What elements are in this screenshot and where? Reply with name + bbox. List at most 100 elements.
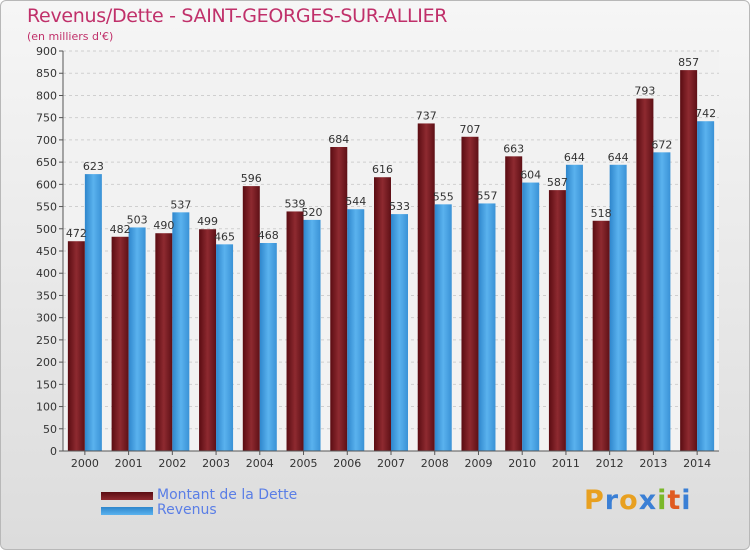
y-tick-label: 300 — [36, 312, 57, 325]
logo-letter: i — [657, 485, 668, 516]
bar-dette-2004 — [242, 186, 260, 451]
x-tick-label: 2012 — [596, 457, 624, 470]
data-label-dette-2013: 793 — [634, 85, 655, 98]
bar-dette-2001 — [111, 236, 129, 451]
y-tick-label: 900 — [36, 45, 57, 58]
x-tick-label: 2000 — [71, 457, 99, 470]
data-label-dette-2012: 518 — [591, 207, 612, 220]
logo-letter: i — [681, 485, 692, 516]
chart-subtitle: (en milliers d'€) — [27, 30, 114, 43]
data-label-revenus-2003: 465 — [214, 230, 235, 243]
data-label-revenus-2010: 604 — [520, 169, 541, 182]
logo-letter: P — [584, 485, 605, 516]
legend-swatch-dette — [101, 492, 153, 500]
data-label-revenus-2005: 520 — [302, 206, 323, 219]
y-tick-label: 550 — [36, 201, 57, 214]
chart-title: Revenus/Dette - SAINT-GEORGES-SUR-ALLIER — [27, 5, 448, 27]
bar-revenus-2008 — [434, 204, 452, 451]
logo-letter: o — [619, 485, 639, 516]
x-tick-label: 2010 — [508, 457, 536, 470]
bar-dette-2003 — [199, 229, 217, 451]
data-label-dette-2003: 499 — [197, 215, 218, 228]
y-tick-label: 500 — [36, 223, 57, 236]
y-tick-label: 200 — [36, 356, 57, 369]
bar-revenus-2007 — [391, 214, 408, 451]
bar-revenus-2006 — [347, 209, 365, 451]
bar-dette-2012 — [592, 220, 610, 451]
y-tick-label: 0 — [50, 445, 57, 458]
y-tick-label: 150 — [36, 378, 57, 391]
bar-dette-2006 — [330, 147, 348, 451]
data-label-revenus-2001: 503 — [127, 213, 148, 226]
y-tick-label: 850 — [36, 67, 57, 80]
x-tick-label: 2006 — [333, 457, 361, 470]
data-label-dette-2008: 737 — [416, 109, 437, 122]
bar-dette-2010 — [505, 156, 523, 452]
data-label-revenus-2014: 742 — [695, 107, 716, 120]
x-tick-label: 2008 — [421, 457, 449, 470]
bar-dette-2013 — [636, 98, 654, 452]
data-label-dette-2010: 663 — [503, 142, 524, 155]
data-label-revenus-2002: 537 — [170, 198, 191, 211]
data-label-dette-2005: 539 — [285, 197, 306, 210]
x-tick-label: 2005 — [290, 457, 318, 470]
bar-revenus-2011 — [565, 164, 583, 451]
y-tick-label: 450 — [36, 245, 57, 258]
data-label-revenus-2008: 555 — [433, 190, 454, 203]
data-label-dette-2001: 482 — [110, 223, 131, 236]
x-tick-label: 2014 — [683, 457, 711, 470]
data-label-dette-2007: 616 — [372, 163, 393, 176]
y-tick-label: 250 — [36, 334, 57, 347]
bar-revenus-2003 — [216, 244, 234, 451]
bar-dette-2002 — [155, 233, 173, 451]
y-tick-label: 650 — [36, 156, 57, 169]
x-tick-label: 2003 — [202, 457, 230, 470]
bar-dette-2011 — [548, 190, 566, 451]
x-tick-label: 2002 — [158, 457, 186, 470]
bar-revenus-2001 — [128, 227, 146, 451]
y-tick-label: 50 — [43, 423, 57, 436]
legend-label-dette: Montant de la Dette — [157, 487, 298, 503]
bar-dette-2005 — [286, 211, 304, 451]
bar-revenus-2013 — [653, 152, 671, 452]
bar-dette-2014 — [680, 70, 698, 451]
y-tick-label: 350 — [36, 289, 57, 302]
bar-dette-2000 — [67, 241, 85, 451]
data-label-revenus-2012: 644 — [608, 151, 629, 164]
x-tick-label: 2013 — [639, 457, 667, 470]
data-label-dette-2011: 587 — [547, 176, 568, 189]
logo-letter: x — [638, 485, 658, 516]
data-label-dette-2000: 472 — [66, 227, 87, 240]
y-tick-label: 100 — [36, 401, 57, 414]
x-tick-label: 2001 — [115, 457, 143, 470]
y-tick-label: 700 — [36, 134, 57, 147]
bar-revenus-2014 — [697, 121, 715, 451]
data-label-revenus-2013: 672 — [651, 138, 672, 151]
legend-label-revenus: Revenus — [157, 502, 217, 518]
x-tick-label: 2011 — [552, 457, 580, 470]
data-label-revenus-2011: 644 — [564, 151, 585, 164]
logo-letter: r — [604, 485, 620, 516]
data-label-revenus-2004: 468 — [258, 229, 279, 242]
bar-revenus-2010 — [522, 182, 540, 452]
x-tick-label: 2007 — [377, 457, 405, 470]
y-tick-label: 800 — [36, 89, 57, 102]
data-label-revenus-2009: 557 — [476, 189, 497, 202]
data-label-revenus-2007: 533 — [389, 200, 410, 213]
data-label-dette-2006: 684 — [328, 133, 349, 146]
bar-dette-2009 — [461, 136, 479, 451]
logo-letter: t — [667, 485, 682, 516]
bar-revenus-2004 — [259, 243, 277, 451]
y-tick-label: 750 — [36, 112, 57, 125]
bars — [67, 70, 715, 452]
data-label-revenus-2000: 623 — [83, 160, 104, 173]
data-label-dette-2002: 490 — [153, 219, 174, 232]
axes: 0 50 100 150 200 250 300 350 400 450 500 550 600 650 7… — [36, 45, 719, 470]
data-label-dette-2009: 707 — [459, 123, 480, 136]
bar-revenus-2005 — [303, 219, 321, 451]
data-label-revenus-2006: 544 — [345, 195, 366, 208]
x-tick-label: 2004 — [246, 457, 274, 470]
proxiti-logo: Proxiti — [584, 485, 692, 516]
